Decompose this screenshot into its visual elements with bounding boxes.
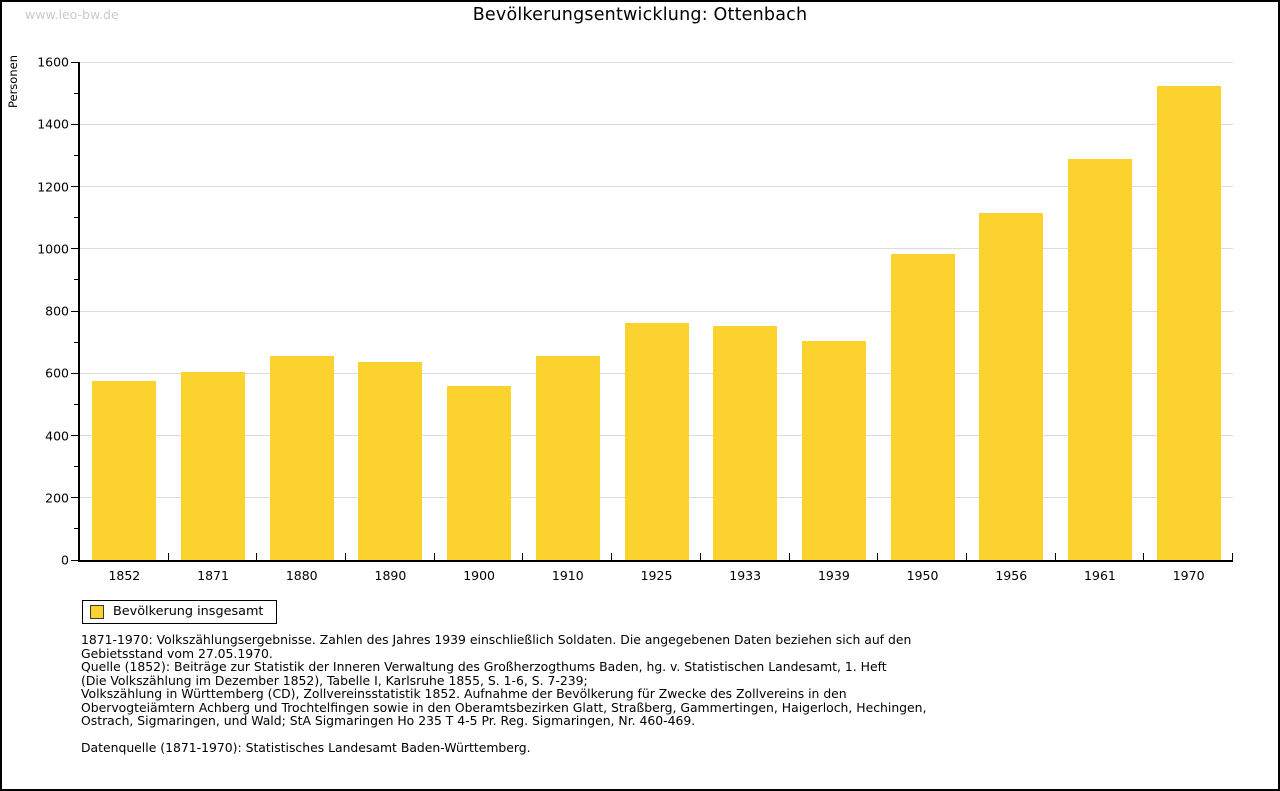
x-axis-tick <box>965 553 967 560</box>
y-axis-tick <box>74 466 78 468</box>
x-axis-tick-label: 1900 <box>463 568 496 583</box>
y-axis-tick <box>74 154 78 156</box>
x-axis-tick-label: 1939 <box>817 568 850 583</box>
bar <box>801 340 866 560</box>
footnotes: 1871-1970: Volkszählungsergebnisse. Zahl… <box>81 633 926 755</box>
y-axis-tick <box>74 528 78 530</box>
bar <box>890 254 955 560</box>
y-axis-tick <box>71 186 78 187</box>
x-axis-tick <box>345 553 347 560</box>
y-axis-tick <box>71 123 78 125</box>
x-axis-tick-label: 1925 <box>640 568 673 583</box>
x-axis-tick <box>877 553 879 560</box>
y-axis-tick-label: 1600 <box>37 54 69 70</box>
y-axis-tick <box>74 403 78 405</box>
y-axis-tick-label: 200 <box>45 490 69 506</box>
gridline <box>80 61 1233 63</box>
y-axis-tick-label: 1200 <box>37 179 69 194</box>
bar <box>979 212 1044 560</box>
x-axis-tick-label: 1970 <box>1172 568 1205 583</box>
x-axis-tick <box>699 553 701 560</box>
footnote-line: Quelle (1852): Beiträge zur Statistik de… <box>81 659 887 674</box>
y-axis-tick-label: 800 <box>45 303 69 319</box>
y-axis-tick <box>71 497 78 499</box>
x-axis-tick <box>1232 553 1233 560</box>
x-axis-tick-label: 1950 <box>906 568 939 583</box>
y-axis-tick <box>74 279 78 281</box>
bar <box>92 381 157 560</box>
chart-title: Bevölkerungsentwicklung: Ottenbach <box>472 5 808 25</box>
x-axis-tick-label: 1890 <box>374 568 407 583</box>
x-axis-tick-label: 1852 <box>108 568 141 583</box>
x-axis-tick <box>788 553 790 560</box>
y-axis-tick-label: 1400 <box>37 116 69 132</box>
x-axis-tick-label: 1910 <box>551 568 584 583</box>
y-axis-tick <box>71 310 78 312</box>
footnote-line: Ostrach, Sigmaringen, und Wald; StA Sigm… <box>81 713 696 728</box>
x-axis-tick <box>1054 553 1056 560</box>
footnote-line: Obervogteiämtern Achberg und Trochtelfin… <box>81 699 927 715</box>
x-axis-tick <box>611 553 613 560</box>
footnote-line: Gebietsstand vom 27.05.1970. <box>81 645 273 661</box>
y-axis-tick <box>71 372 78 374</box>
x-axis-tick <box>256 553 258 560</box>
x-axis-tick-label: 1880 <box>285 568 318 583</box>
bar <box>535 356 600 560</box>
x-axis-tick <box>522 553 524 560</box>
x-axis-tick-label: 1956 <box>995 568 1028 583</box>
y-axis-tick <box>71 435 78 436</box>
bar <box>358 362 423 560</box>
gridline <box>80 248 1233 250</box>
y-axis-tick-label: 600 <box>45 365 69 381</box>
y-axis-tick-label: 400 <box>45 428 69 443</box>
y-axis-tick <box>74 217 78 219</box>
y-axis-title: Personen <box>6 55 20 109</box>
bar <box>181 371 246 560</box>
bar <box>624 323 689 560</box>
bar <box>1067 159 1132 560</box>
footnote-line: Datenquelle (1871-1970): Statistisches L… <box>81 740 531 755</box>
y-axis-tick-label: 0 <box>61 552 69 568</box>
bar <box>1156 86 1221 560</box>
gridline <box>80 310 1233 312</box>
gridline <box>80 186 1233 187</box>
y-axis-tick-label: 1000 <box>37 241 69 257</box>
x-axis-tick-label: 1961 <box>1084 568 1116 583</box>
legend: Bevölkerung insgesamt <box>82 600 278 624</box>
y-axis-tick <box>71 248 78 250</box>
x-axis-tick <box>433 553 435 560</box>
x-axis-tick <box>167 553 169 560</box>
y-axis-tick <box>74 92 78 94</box>
gridline <box>80 123 1233 125</box>
watermark: www.leo-bw.de <box>25 7 119 22</box>
y-axis-tick <box>74 341 78 343</box>
plot-area: 0 200 400 600 800 1000 1200 1400 1600 1852 1871 188… <box>37 55 1233 583</box>
bar <box>269 356 334 560</box>
footnote-line: 1871-1970: Volkszählungsergebnisse. Zahl… <box>81 632 912 647</box>
legend-swatch-icon <box>90 604 104 619</box>
bar <box>713 325 778 560</box>
legend-label: Bevölkerung insgesamt <box>113 604 264 619</box>
footnote-line <box>81 728 926 742</box>
x-axis-tick-label: 1871 <box>197 568 229 583</box>
footnote-line: Volkszählung in Württemberg (CD), Zollve… <box>81 686 847 701</box>
bar <box>447 385 512 560</box>
y-axis-tick <box>71 559 78 561</box>
x-axis-tick-label: 1933 <box>729 568 762 583</box>
footnote-line: (Die Volkszählung im Dezember 1852), Tab… <box>81 672 588 688</box>
x-axis-tick <box>1143 553 1145 560</box>
y-axis-tick <box>71 61 78 63</box>
